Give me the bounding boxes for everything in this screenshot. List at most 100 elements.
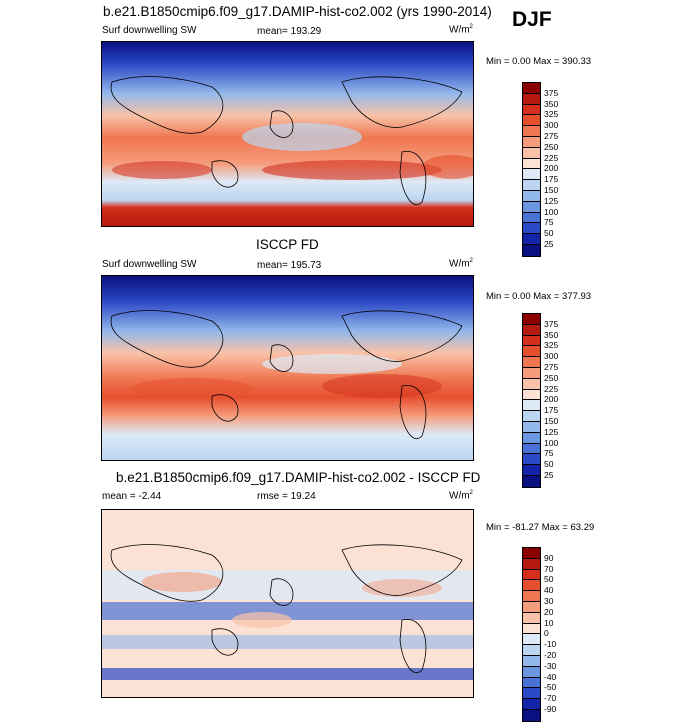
panel-2-title: ISCCP FD	[256, 237, 319, 252]
colorbar-tick-label: 200	[544, 163, 559, 174]
colorbar-cell	[523, 421, 540, 433]
colorbar-tick-label: -50	[544, 682, 557, 693]
colorbar-tick-label: 40	[544, 585, 554, 596]
colorbar-cell	[523, 655, 540, 667]
colorbar-tick-label: 75	[544, 217, 554, 228]
colorbar-cell	[523, 645, 540, 656]
colorbar-cell	[523, 212, 540, 224]
colorbar-tick-label: 150	[544, 185, 559, 195]
colorbar-tick-label: 30	[544, 596, 554, 606]
colorbar-tick-label: 250	[544, 141, 559, 152]
colorbar-tick-label: 90	[544, 552, 554, 563]
colorbar-tick-label: 325	[544, 109, 559, 120]
panel-3-rmse-label: rmse = 19.24	[257, 491, 316, 502]
colorbar-cell	[523, 244, 540, 256]
season-label: DJF	[512, 8, 552, 31]
colorbar-tick-label: 150	[544, 416, 559, 426]
colorbar-tick-label: 75	[544, 448, 554, 459]
panel-1-map	[101, 41, 474, 227]
colorbar-cell	[523, 601, 540, 613]
colorbar-tick-label: -10	[544, 639, 557, 650]
colorbar-cell	[523, 709, 540, 721]
colorbar-cell	[523, 558, 540, 570]
colorbar-cell	[523, 400, 540, 412]
panel-2-colorbar	[522, 313, 541, 488]
colorbar-cell	[523, 115, 540, 127]
panel-1-title: b.e21.B1850cmip6.f09_g17.DAMIP-hist-co2.…	[103, 4, 492, 19]
panel-1-colorbar	[522, 82, 541, 257]
colorbar-cell	[523, 201, 540, 213]
colorbar-cell	[523, 475, 540, 487]
colorbar-tick-label: 225	[544, 383, 559, 394]
colorbar-tick-label: 350	[544, 329, 559, 340]
colorbar-cell	[523, 432, 540, 444]
panel-2-units: W/m2	[449, 258, 473, 270]
panel-3-map	[101, 509, 474, 698]
colorbar-tick-label: 50	[544, 459, 554, 470]
colorbar-tick-label: 350	[544, 98, 559, 109]
panel-3-map-field	[102, 510, 473, 697]
colorbar-cell	[523, 612, 540, 624]
panel-2-variable-label: Surf downwelling SW	[102, 259, 197, 270]
panel-2-minmax: Min = 0.00 Max = 377.93	[486, 291, 592, 302]
panel-2-mean-label: mean= 195.73	[257, 260, 322, 271]
colorbar-tick-label: 10	[544, 617, 554, 628]
colorbar-cell	[523, 335, 540, 347]
colorbar-cell	[523, 346, 540, 358]
colorbar-tick-label: -40	[544, 671, 557, 682]
panel-1-mean-label: mean= 193.29	[257, 26, 322, 37]
panel-1-minmax: Min = 0.00 Max = 390.33	[486, 56, 592, 67]
colorbar-cell	[523, 580, 540, 592]
colorbar-cell	[523, 190, 540, 202]
panel-2-map	[101, 275, 474, 461]
colorbar-cell	[523, 126, 540, 137]
colorbar-cell	[523, 623, 540, 635]
colorbar-tick-label: 50	[544, 574, 554, 585]
colorbar-tick-label: 100	[544, 206, 559, 217]
colorbar-cell	[523, 136, 540, 148]
panel-3-minmax: Min = -81.27 Max = 63.29	[486, 522, 595, 533]
colorbar-cell	[523, 699, 540, 710]
colorbar-tick-label: 100	[544, 437, 559, 448]
colorbar-tick-label: 175	[544, 405, 559, 416]
colorbar-cell	[523, 234, 540, 245]
colorbar-tick-label: 325	[544, 340, 559, 351]
colorbar-tick-label: 70	[544, 563, 554, 574]
colorbar-tick-label: 225	[544, 152, 559, 163]
colorbar-tick-label: 20	[544, 606, 554, 617]
colorbar-cell	[523, 158, 540, 170]
colorbar-cell	[523, 324, 540, 336]
colorbar-cell	[523, 314, 540, 325]
colorbar-cell	[523, 104, 540, 116]
panel-3-units: W/m2	[449, 490, 473, 502]
colorbar-cell	[523, 688, 540, 700]
colorbar-tick-label: 300	[544, 120, 559, 131]
colorbar-tick-label: 25	[544, 470, 554, 480]
panel-1-variable-label: Surf downwelling SW	[102, 25, 197, 36]
panel-1-map-field	[102, 42, 473, 226]
colorbar-tick-label: -90	[544, 704, 557, 714]
colorbar-cell	[523, 389, 540, 401]
panel-3-mean-label: mean = -2.44	[102, 491, 162, 502]
colorbar-tick-label: -70	[544, 693, 557, 704]
colorbar-cell	[523, 357, 540, 368]
colorbar-tick-label: 275	[544, 362, 559, 372]
colorbar-cell	[523, 666, 540, 678]
panel-1-units: W/m2	[449, 24, 473, 36]
colorbar-tick-label: 0	[544, 628, 549, 639]
colorbar-tick-label: 275	[544, 131, 559, 141]
colorbar-cell	[523, 223, 540, 235]
colorbar-tick-label: 175	[544, 174, 559, 185]
colorbar-cell	[523, 454, 540, 466]
colorbar-tick-label: 300	[544, 351, 559, 362]
colorbar-tick-label: 125	[544, 195, 559, 206]
colorbar-cell	[523, 569, 540, 581]
colorbar-cell	[523, 548, 540, 559]
colorbar-cell	[523, 465, 540, 476]
colorbar-tick-label: 125	[544, 426, 559, 437]
colorbar-cell	[523, 378, 540, 390]
colorbar-tick-label: 50	[544, 228, 554, 239]
colorbar-cell	[523, 180, 540, 191]
colorbar-cell	[523, 591, 540, 602]
colorbar-tick-label: -20	[544, 650, 557, 660]
